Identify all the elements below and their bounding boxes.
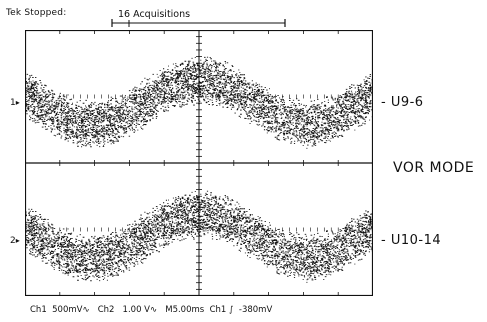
- ch1-marker-label: 1: [10, 98, 16, 108]
- acquisition-bracket: [111, 19, 286, 27]
- ch2-marker-arrow-icon: ▸: [15, 236, 20, 245]
- ch1-trace-label-text: U9-6: [390, 95, 424, 110]
- graticule: [25, 30, 373, 296]
- ch1-trace-label: - U9-6: [381, 95, 424, 110]
- ch1-scale: 500mV: [52, 305, 83, 315]
- ch1-coupling-icon: ∿: [82, 305, 90, 315]
- ch2-trace-label: - U10-14: [381, 233, 442, 248]
- ch2-trace-label-text: U10-14: [390, 233, 442, 248]
- ch2-scale: 1.00 V: [122, 305, 150, 315]
- ch2-ground-marker: 2▸: [10, 236, 20, 246]
- scope-readout: Ch1 500mV∿ Ch2 1.00 V∿ M5.00ms Ch1 ∫ -38…: [30, 305, 380, 315]
- ch1-ground-marker: 1▸: [10, 98, 20, 108]
- timebase: M5.00ms: [165, 305, 205, 315]
- ch1-marker-arrow-icon: ▸: [15, 98, 20, 107]
- ch1-waveform-dots: [25, 56, 373, 149]
- oscilloscope-display: [25, 30, 373, 296]
- ch2-marker-label: 2: [10, 236, 16, 246]
- trigger-slope-icon: ∫: [229, 305, 234, 315]
- acquisition-count: 16 Acquisitions: [118, 9, 191, 20]
- ch2-waveform: [25, 190, 373, 283]
- ch2-waveform-dots: [25, 190, 373, 283]
- trigger-source: Ch1: [209, 305, 227, 315]
- ch1-name: Ch1: [30, 305, 47, 315]
- mode-label: VOR MODE: [393, 160, 475, 176]
- acquisition-status: Tek Stopped:: [6, 8, 67, 18]
- ch1-waveform: [25, 56, 373, 149]
- trigger-level: -380mV: [238, 305, 273, 315]
- ch2-coupling-icon: ∿: [150, 305, 158, 315]
- ch2-name: Ch2: [97, 305, 115, 315]
